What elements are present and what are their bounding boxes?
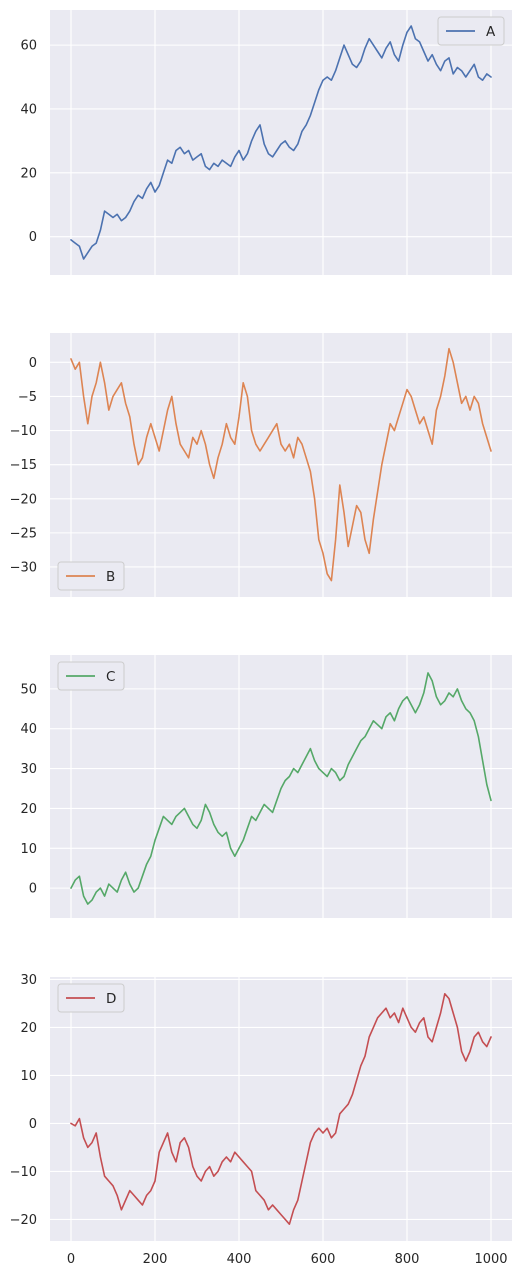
legend-label: A xyxy=(486,24,496,40)
legend: B xyxy=(57,561,125,591)
x-tick-label: 600 xyxy=(311,1252,336,1267)
y-tick-label: 60 xyxy=(20,39,37,54)
x-tick-label: 1000 xyxy=(474,1252,507,1267)
legend: A xyxy=(437,16,505,46)
y-tick-label: −20 xyxy=(10,1213,37,1228)
legend: C xyxy=(57,661,125,691)
subplot-2: 0 −5 −10 −15 −20 −25 −30 B xyxy=(10,333,512,597)
y-tick-label: 0 xyxy=(29,230,37,245)
y-tick-label: −20 xyxy=(10,492,37,507)
series-line-B xyxy=(70,347,492,582)
y-tick-label: 20 xyxy=(20,1021,37,1036)
y-tick-label: −10 xyxy=(10,424,37,439)
y-tick-label: 40 xyxy=(20,722,37,737)
legend-label: C xyxy=(106,669,115,685)
y-tick-label: 10 xyxy=(20,842,37,857)
y-tick-label: 50 xyxy=(20,682,37,697)
y-tick-label: 30 xyxy=(20,973,37,988)
legend: D xyxy=(57,983,125,1013)
x-tick-label: 800 xyxy=(395,1252,420,1267)
y-tick-label: −15 xyxy=(10,458,37,473)
plot-area xyxy=(50,10,512,275)
y-tick-label: −30 xyxy=(10,560,37,575)
y-tick-label: 0 xyxy=(29,1117,37,1132)
y-tick-label: 30 xyxy=(20,762,37,777)
y-tick-label: 20 xyxy=(20,802,37,817)
y-tick-label: 0 xyxy=(29,882,37,897)
x-tick-label: 200 xyxy=(143,1252,168,1267)
y-tick-label: −25 xyxy=(10,526,37,541)
y-tick-label: −10 xyxy=(10,1165,37,1180)
legend-label: B xyxy=(106,569,115,585)
y-tick-label: 0 xyxy=(29,356,37,371)
subplot-3: 0 10 20 30 40 50 C xyxy=(20,655,512,918)
subplot-4: 0 200 400 600 800 1000 30 20 10 0 −10 −20 D xyxy=(10,973,512,1267)
x-tick-label: 0 xyxy=(67,1252,75,1267)
series-line-D xyxy=(70,992,492,1225)
plot-area xyxy=(50,655,512,918)
series-line-C xyxy=(70,672,492,905)
legend-label: D xyxy=(106,991,116,1007)
subplot-1: 0 20 40 60 A xyxy=(20,10,512,275)
y-tick-label: 40 xyxy=(20,102,37,117)
y-tick-label: −5 xyxy=(18,390,37,405)
x-tick-label: 400 xyxy=(227,1252,252,1267)
series-line-A xyxy=(70,25,492,260)
y-tick-label: 20 xyxy=(20,166,37,181)
y-tick-label: 10 xyxy=(20,1069,37,1084)
